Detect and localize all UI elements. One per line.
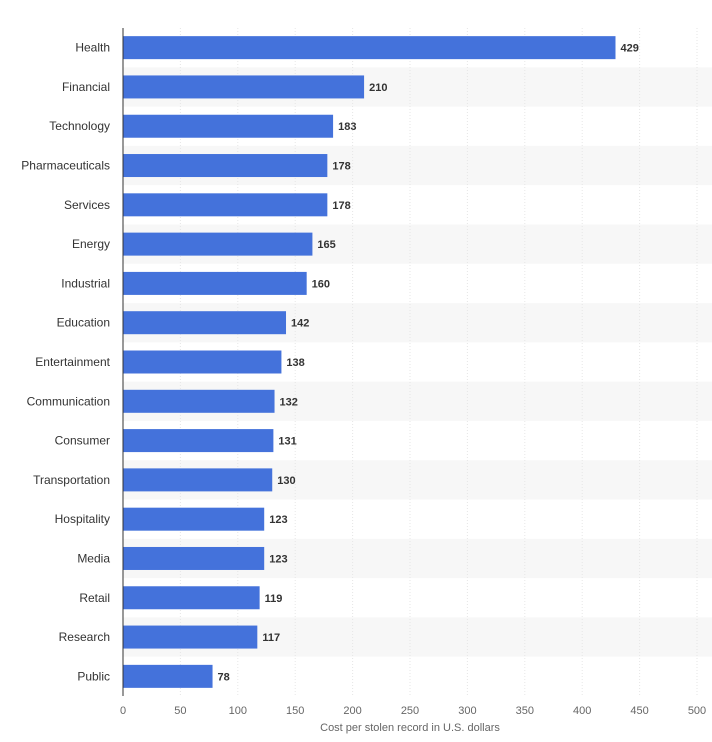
bar-health[interactable] (123, 36, 616, 60)
x-tick-label: 400 (573, 705, 591, 717)
category-label: Retail (79, 591, 110, 605)
x-tick-label: 200 (343, 705, 361, 717)
category-label: Services (64, 198, 110, 212)
x-tick-label: 300 (458, 705, 476, 717)
category-label: Energy (72, 237, 110, 251)
value-label: 183 (338, 121, 356, 133)
category-label: Education (57, 316, 110, 330)
bar-industrial[interactable] (123, 271, 307, 295)
bar-consumer[interactable] (123, 429, 274, 453)
category-label: Communication (27, 394, 110, 408)
bar-technology[interactable] (123, 114, 334, 138)
x-tick-label: 250 (401, 705, 419, 717)
x-tick-label: 500 (688, 705, 706, 717)
x-axis-title: Cost per stolen record in U.S. dollars (320, 722, 500, 734)
category-label: Transportation (33, 473, 110, 487)
value-label: 131 (278, 436, 296, 448)
value-label: 138 (286, 357, 304, 369)
category-label: Entertainment (35, 355, 110, 369)
category-label: Consumer (55, 434, 110, 448)
value-label: 178 (332, 200, 350, 212)
category-label: Pharmaceuticals (21, 159, 110, 173)
value-label: 160 (312, 278, 330, 290)
value-label: 210 (369, 82, 387, 94)
category-label: Hospitality (55, 512, 110, 526)
category-label: Technology (49, 119, 110, 133)
value-label: 123 (269, 553, 287, 565)
bar-transportation[interactable] (123, 468, 273, 492)
bar-media[interactable] (123, 546, 265, 570)
value-label: 78 (218, 671, 230, 683)
value-label: 119 (265, 593, 283, 605)
value-label: 117 (262, 632, 280, 644)
bar-pharmaceuticals[interactable] (123, 154, 328, 178)
x-tick-label: 50 (174, 705, 186, 717)
bar-public[interactable] (123, 664, 213, 688)
value-label: 132 (280, 396, 298, 408)
category-label: Media (77, 551, 110, 565)
value-label: 123 (269, 514, 287, 526)
bar-energy[interactable] (123, 232, 313, 256)
bar-retail[interactable] (123, 586, 260, 610)
value-label: 429 (620, 43, 638, 55)
value-label: 130 (277, 475, 295, 487)
x-tick-label: 450 (630, 705, 648, 717)
category-label: Financial (62, 80, 110, 94)
value-labels: 429 210 183 178 178 165 160 142 138 132 131 130 123 1… (218, 43, 639, 684)
x-tick-label: 350 (516, 705, 534, 717)
value-label: 142 (291, 318, 309, 330)
category-label: Industrial (61, 276, 110, 290)
category-label: Research (59, 630, 110, 644)
bar-services[interactable] (123, 193, 328, 217)
category-labels: Health Financial Technology Pharmaceuticals… (21, 41, 110, 684)
bar-entertainment[interactable] (123, 350, 282, 374)
value-label: 178 (332, 161, 350, 173)
bar-communication[interactable] (123, 389, 275, 413)
x-tick-label: 100 (229, 705, 247, 717)
bar-financial[interactable] (123, 75, 365, 99)
x-tick-labels: 0 50 100 150 200 250 300 350 400 450 500 (120, 705, 706, 717)
bar-hospitality[interactable] (123, 507, 265, 531)
x-tick-label: 0 (120, 705, 126, 717)
bar-research[interactable] (123, 625, 258, 649)
value-label: 165 (317, 239, 335, 251)
bars (123, 36, 616, 688)
category-label: Health (75, 41, 110, 55)
x-tick-label: 150 (286, 705, 304, 717)
category-label: Public (77, 669, 110, 683)
bar-education[interactable] (123, 311, 287, 335)
